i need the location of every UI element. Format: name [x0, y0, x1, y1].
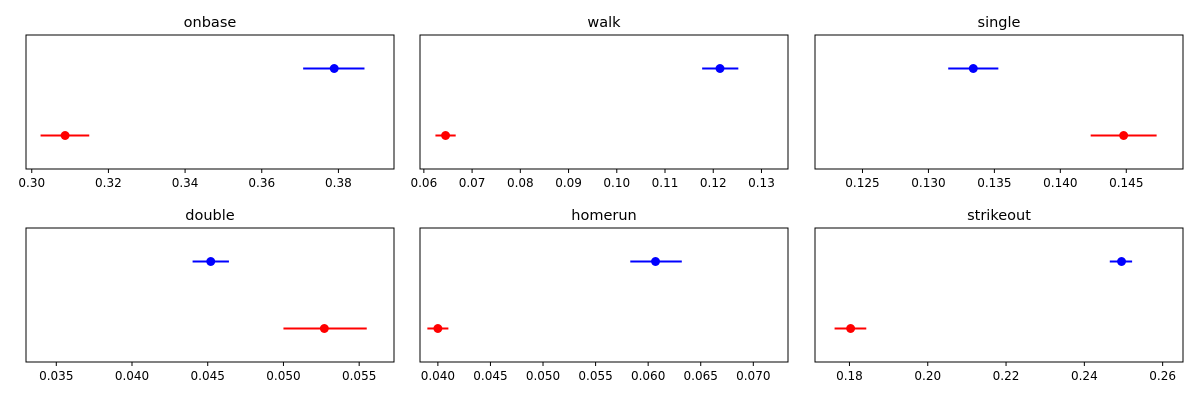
axes-frame	[419, 34, 789, 170]
x-tick-label: 0.13	[748, 176, 775, 190]
x-tick-label: 0.32	[95, 176, 122, 190]
subplot-title: double	[185, 208, 234, 224]
x-tick-label: 0.08	[507, 176, 534, 190]
x-tick-label: 0.26	[1149, 369, 1176, 383]
data-point	[1119, 131, 1129, 140]
x-tick-label: 0.050	[266, 369, 300, 383]
x-tick-label: 0.045	[473, 369, 507, 383]
x-tick-label: 0.30	[18, 176, 45, 190]
x-tick-label: 0.070	[736, 369, 770, 383]
subplot-single: single 0.125 0.130 0.135 0.140 0.145	[814, 15, 1184, 190]
x-tick-label: 0.145	[1109, 176, 1143, 190]
x-tick-label: 0.36	[248, 176, 275, 190]
axes-frame	[25, 34, 395, 170]
x-tick-label: 0.040	[421, 369, 455, 383]
x-tick-label: 0.06	[410, 176, 437, 190]
axes-frame	[419, 227, 789, 363]
data-point	[846, 324, 856, 333]
data-point	[206, 257, 216, 266]
axes-frame	[25, 227, 395, 363]
x-tick-label: 0.18	[836, 369, 863, 383]
subplot-onbase: onbase 0.30 0.32 0.34 0.36 0.38	[18, 15, 395, 190]
x-tick-label: 0.20	[914, 369, 941, 383]
x-tick-label: 0.040	[115, 369, 149, 383]
x-tick-label: 0.125	[845, 176, 879, 190]
x-tick-label: 0.11	[652, 176, 679, 190]
data-point	[441, 131, 451, 140]
data-point	[433, 324, 443, 333]
subplot-homerun: homerun 0.040 0.045 0.050 0.055 0.060 0.065 0.0…	[419, 208, 789, 383]
data-point	[319, 324, 329, 333]
x-tick-label: 0.07	[459, 176, 486, 190]
x-tick-label: 0.065	[684, 369, 718, 383]
x-tick-label: 0.055	[342, 369, 376, 383]
subplot-title: walk	[587, 15, 621, 31]
x-tick-label: 0.24	[1071, 369, 1098, 383]
data-point	[651, 257, 661, 266]
x-tick-label: 0.045	[191, 369, 225, 383]
axes-frame	[814, 34, 1184, 170]
data-point	[329, 64, 339, 73]
data-point	[60, 131, 70, 140]
subplot-title: onbase	[184, 15, 237, 31]
x-tick-label: 0.130	[911, 176, 945, 190]
x-tick-label: 0.09	[555, 176, 582, 190]
data-point	[968, 64, 978, 73]
data-point	[1117, 257, 1127, 266]
x-tick-label: 0.38	[325, 176, 352, 190]
x-tick-label: 0.035	[39, 369, 73, 383]
x-tick-label: 0.34	[172, 176, 199, 190]
x-tick-label: 0.135	[977, 176, 1011, 190]
axes-frame	[814, 227, 1184, 363]
x-tick-label: 0.10	[603, 176, 630, 190]
data-point	[715, 64, 725, 73]
subplot-walk: walk 0.06 0.07 0.08 0.09 0.10 0.11 0.12 0.13	[410, 15, 789, 190]
x-tick-label: 0.060	[631, 369, 665, 383]
subplot-double: double 0.035 0.040 0.045 0.050 0.055	[25, 208, 395, 383]
x-tick-label: 0.22	[993, 369, 1020, 383]
x-tick-label: 0.050	[526, 369, 560, 383]
x-tick-label: 0.140	[1043, 176, 1077, 190]
subplot-title: strikeout	[967, 208, 1031, 224]
subplot-title: homerun	[571, 208, 636, 224]
subplot-strikeout: strikeout 0.18 0.20 0.22 0.24 0.26	[814, 208, 1184, 383]
x-tick-label: 0.12	[700, 176, 727, 190]
subplot-title: single	[978, 15, 1021, 31]
x-tick-label: 0.055	[578, 369, 612, 383]
